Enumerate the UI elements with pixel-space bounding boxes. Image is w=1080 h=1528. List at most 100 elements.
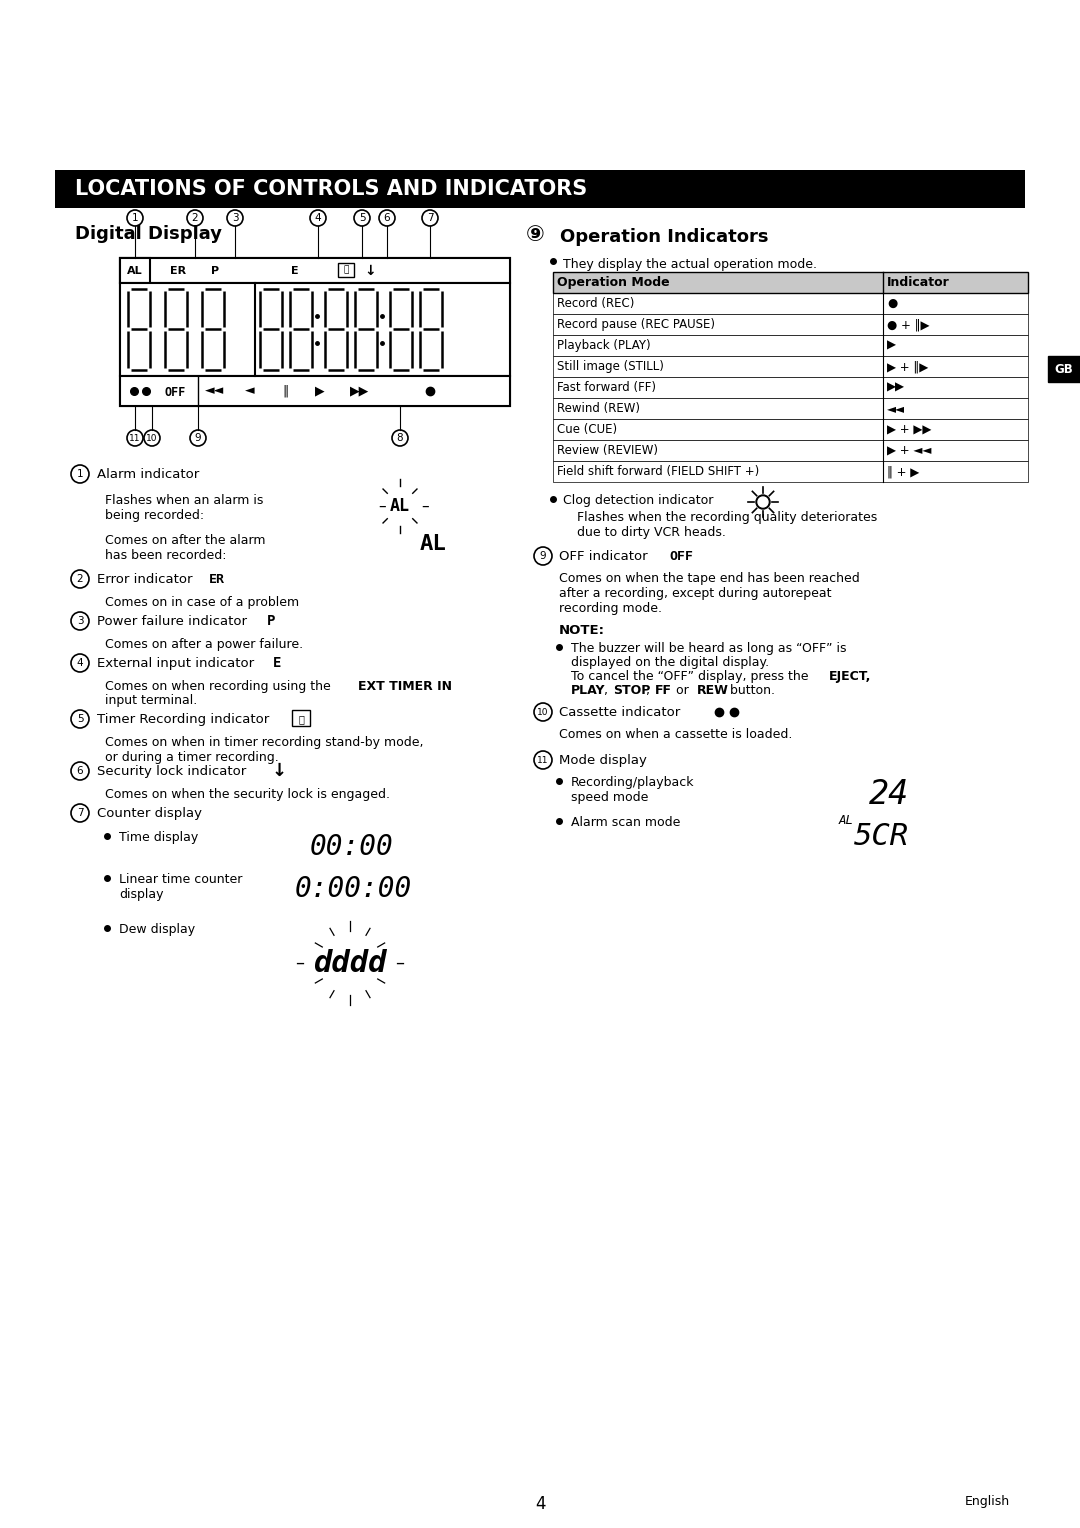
Text: –: –	[296, 953, 305, 972]
Text: ⌛: ⌛	[298, 714, 303, 724]
Text: STOP: STOP	[613, 685, 650, 697]
Text: Comes on when the security lock is engaged.: Comes on when the security lock is engag…	[105, 788, 390, 801]
Bar	[120, 258, 510, 283]
Circle shape	[758, 497, 768, 507]
Text: Timer Recording indicator: Timer Recording indicator	[97, 712, 269, 726]
Text: English: English	[964, 1494, 1010, 1508]
Text: AL: AL	[839, 814, 854, 827]
Text: Counter display: Counter display	[97, 807, 202, 819]
Text: ▶▶: ▶▶	[350, 385, 369, 397]
Text: –: –	[395, 953, 405, 972]
Text: 2: 2	[77, 575, 83, 584]
Text: Comes on when the tape end has been reached
after a recording, except during aut: Comes on when the tape end has been reac…	[559, 571, 860, 614]
Bar	[120, 258, 510, 406]
Text: Playback (PLAY): Playback (PLAY)	[557, 339, 650, 351]
Text: ● + ‖▶: ● + ‖▶	[887, 318, 930, 332]
Text: Comes on when a cassette is loaded.: Comes on when a cassette is loaded.	[559, 727, 793, 741]
Text: Comes on when recording using the: Comes on when recording using the	[105, 680, 335, 694]
Text: GB: GB	[1055, 362, 1074, 376]
Text: AL: AL	[390, 497, 410, 515]
Text: Digital Display: Digital Display	[75, 225, 222, 243]
Text: 3: 3	[77, 616, 83, 626]
Text: Comes on after a power failure.: Comes on after a power failure.	[105, 639, 303, 651]
Text: ▶ + ‖▶: ▶ + ‖▶	[887, 361, 928, 373]
Text: 3: 3	[232, 212, 239, 223]
Text: Cue (CUE): Cue (CUE)	[557, 423, 617, 435]
Text: ⌛: ⌛	[343, 266, 349, 275]
Text: P: P	[211, 266, 219, 275]
Text: Cassette indicator: Cassette indicator	[559, 706, 680, 718]
Text: AL: AL	[127, 266, 143, 275]
Text: 5CR: 5CR	[854, 822, 909, 851]
Text: 10: 10	[146, 434, 158, 443]
Text: Comes on after the alarm
has been recorded:: Comes on after the alarm has been record…	[105, 533, 266, 562]
Text: ◄◄: ◄◄	[205, 385, 225, 397]
Text: P: P	[267, 614, 275, 628]
Text: 1: 1	[132, 212, 138, 223]
Text: ▶▶: ▶▶	[887, 380, 905, 394]
Text: 7: 7	[427, 212, 433, 223]
Text: External input indicator: External input indicator	[97, 657, 254, 669]
Text: Security lock indicator: Security lock indicator	[97, 764, 246, 778]
Text: 11: 11	[537, 755, 549, 764]
Text: input terminal.: input terminal.	[105, 694, 198, 707]
Text: or: or	[672, 685, 692, 697]
Text: dddd: dddd	[313, 949, 387, 978]
Bar	[120, 283, 510, 376]
Text: ▶: ▶	[315, 385, 325, 397]
Bar	[553, 272, 1028, 293]
Text: Fast forward (FF): Fast forward (FF)	[557, 380, 656, 394]
Text: Field shift forward (FIELD SHIFT +): Field shift forward (FIELD SHIFT +)	[557, 465, 759, 478]
Bar	[553, 293, 1028, 313]
Text: Flashes when an alarm is
being recorded:: Flashes when an alarm is being recorded:	[105, 494, 264, 523]
Bar	[120, 258, 150, 283]
Text: 4: 4	[535, 1494, 545, 1513]
Text: 1: 1	[77, 469, 83, 478]
Text: EXT TIMER IN: EXT TIMER IN	[357, 680, 453, 694]
Text: They display the actual operation mode.: They display the actual operation mode.	[563, 258, 816, 270]
Text: To cancel the “OFF” display, press the: To cancel the “OFF” display, press the	[571, 669, 812, 683]
Text: 5: 5	[359, 212, 365, 223]
Text: ●: ●	[887, 296, 897, 310]
Text: ◄: ◄	[245, 385, 255, 397]
Bar	[292, 711, 310, 726]
Text: Clog detection indicator: Clog detection indicator	[563, 494, 714, 507]
Bar	[55, 170, 1025, 208]
Text: 7: 7	[77, 808, 83, 817]
Text: Comes on in case of a problem: Comes on in case of a problem	[105, 596, 299, 610]
Text: 9: 9	[540, 552, 546, 561]
Text: ↓: ↓	[272, 762, 287, 779]
Text: ⑨: ⑨	[526, 225, 544, 244]
Text: NOTE:: NOTE:	[559, 623, 605, 637]
Text: PLAY: PLAY	[571, 685, 606, 697]
Text: ,: ,	[646, 685, 654, 697]
Text: 2: 2	[191, 212, 199, 223]
Text: Record pause (REC PAUSE): Record pause (REC PAUSE)	[557, 318, 715, 332]
Text: Rewind (REW): Rewind (REW)	[557, 402, 640, 416]
Text: 9: 9	[194, 432, 201, 443]
Text: button.: button.	[726, 685, 775, 697]
Text: 10: 10	[537, 707, 549, 717]
Bar	[553, 356, 1028, 377]
Text: OFF: OFF	[669, 550, 693, 562]
Text: Linear time counter
display: Linear time counter display	[119, 872, 242, 902]
Bar	[553, 335, 1028, 356]
Text: 6: 6	[383, 212, 390, 223]
Text: OFF indicator: OFF indicator	[559, 550, 648, 562]
Text: ‖ + ▶: ‖ + ▶	[887, 465, 919, 478]
Text: 6: 6	[77, 766, 83, 776]
Text: 4: 4	[314, 212, 322, 223]
Text: displayed on the digital display.: displayed on the digital display.	[571, 656, 769, 669]
Text: Operation Mode: Operation Mode	[557, 277, 670, 289]
Text: Power failure indicator: Power failure indicator	[97, 614, 247, 628]
Text: –: –	[378, 498, 386, 513]
Text: Operation Indicators: Operation Indicators	[561, 228, 769, 246]
Text: ↓: ↓	[364, 263, 376, 278]
Text: FF: FF	[654, 685, 672, 697]
Text: 00:00: 00:00	[310, 833, 394, 860]
Text: EJECT,: EJECT,	[829, 669, 872, 683]
Text: Still image (STILL): Still image (STILL)	[557, 361, 664, 373]
Bar	[553, 397, 1028, 419]
Text: –: –	[421, 498, 429, 513]
Bar	[553, 377, 1028, 397]
